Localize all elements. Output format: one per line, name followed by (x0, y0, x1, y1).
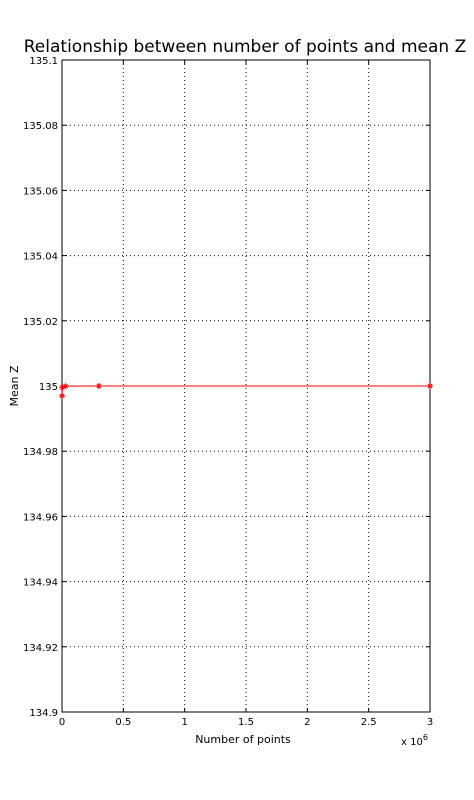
axis-ticks (61, 59, 431, 713)
y-tick-label: 135.02 (23, 317, 58, 328)
x-tick-label: 3 (427, 717, 433, 728)
x-tick-label: 2 (304, 717, 310, 728)
y-axis-label: Mean Z (8, 365, 21, 406)
y-tick-label: 134.94 (23, 578, 58, 589)
x-axis-multiplier-power: 6 (423, 733, 428, 742)
x-tick-label: 1.5 (238, 717, 254, 728)
x-tick-label: 0 (59, 717, 65, 728)
x-axis-multiplier: x 106 (401, 733, 428, 748)
y-tick-label: 135.04 (23, 252, 58, 263)
series-line (61, 385, 430, 396)
y-tick-label: 135.06 (23, 186, 58, 197)
data-point-marker (427, 383, 433, 389)
y-tick-label: 135.08 (23, 121, 58, 132)
chart-title: Relationship between number of points an… (24, 37, 466, 57)
y-tick-label: 135 (39, 382, 58, 393)
x-tick-label: 2.5 (361, 717, 377, 728)
y-tick-label: 134.96 (23, 512, 58, 523)
x-axis-label: Number of points (195, 733, 291, 746)
y-tick-label: 134.98 (23, 447, 58, 458)
data-point-marker (59, 392, 66, 399)
x-tick-label: 0.5 (115, 717, 131, 728)
x-tick-labels: 0 0.5 1 1.5 2 2.5 3 (59, 717, 433, 728)
x-axis-multiplier-base: x 10 (401, 737, 423, 748)
data-point-marker (95, 383, 102, 389)
data-point-marker (62, 383, 69, 390)
y-tick-label: 134.92 (23, 643, 58, 654)
data-series (59, 383, 433, 399)
y-tick-labels: 134.9 134.92 134.94 134.96 134.98 135 135.02 13… (23, 56, 58, 719)
y-tick-label: 135.1 (29, 56, 58, 67)
x-tick-label: 1 (181, 717, 187, 728)
y-tick-label: 134.9 (29, 708, 58, 719)
